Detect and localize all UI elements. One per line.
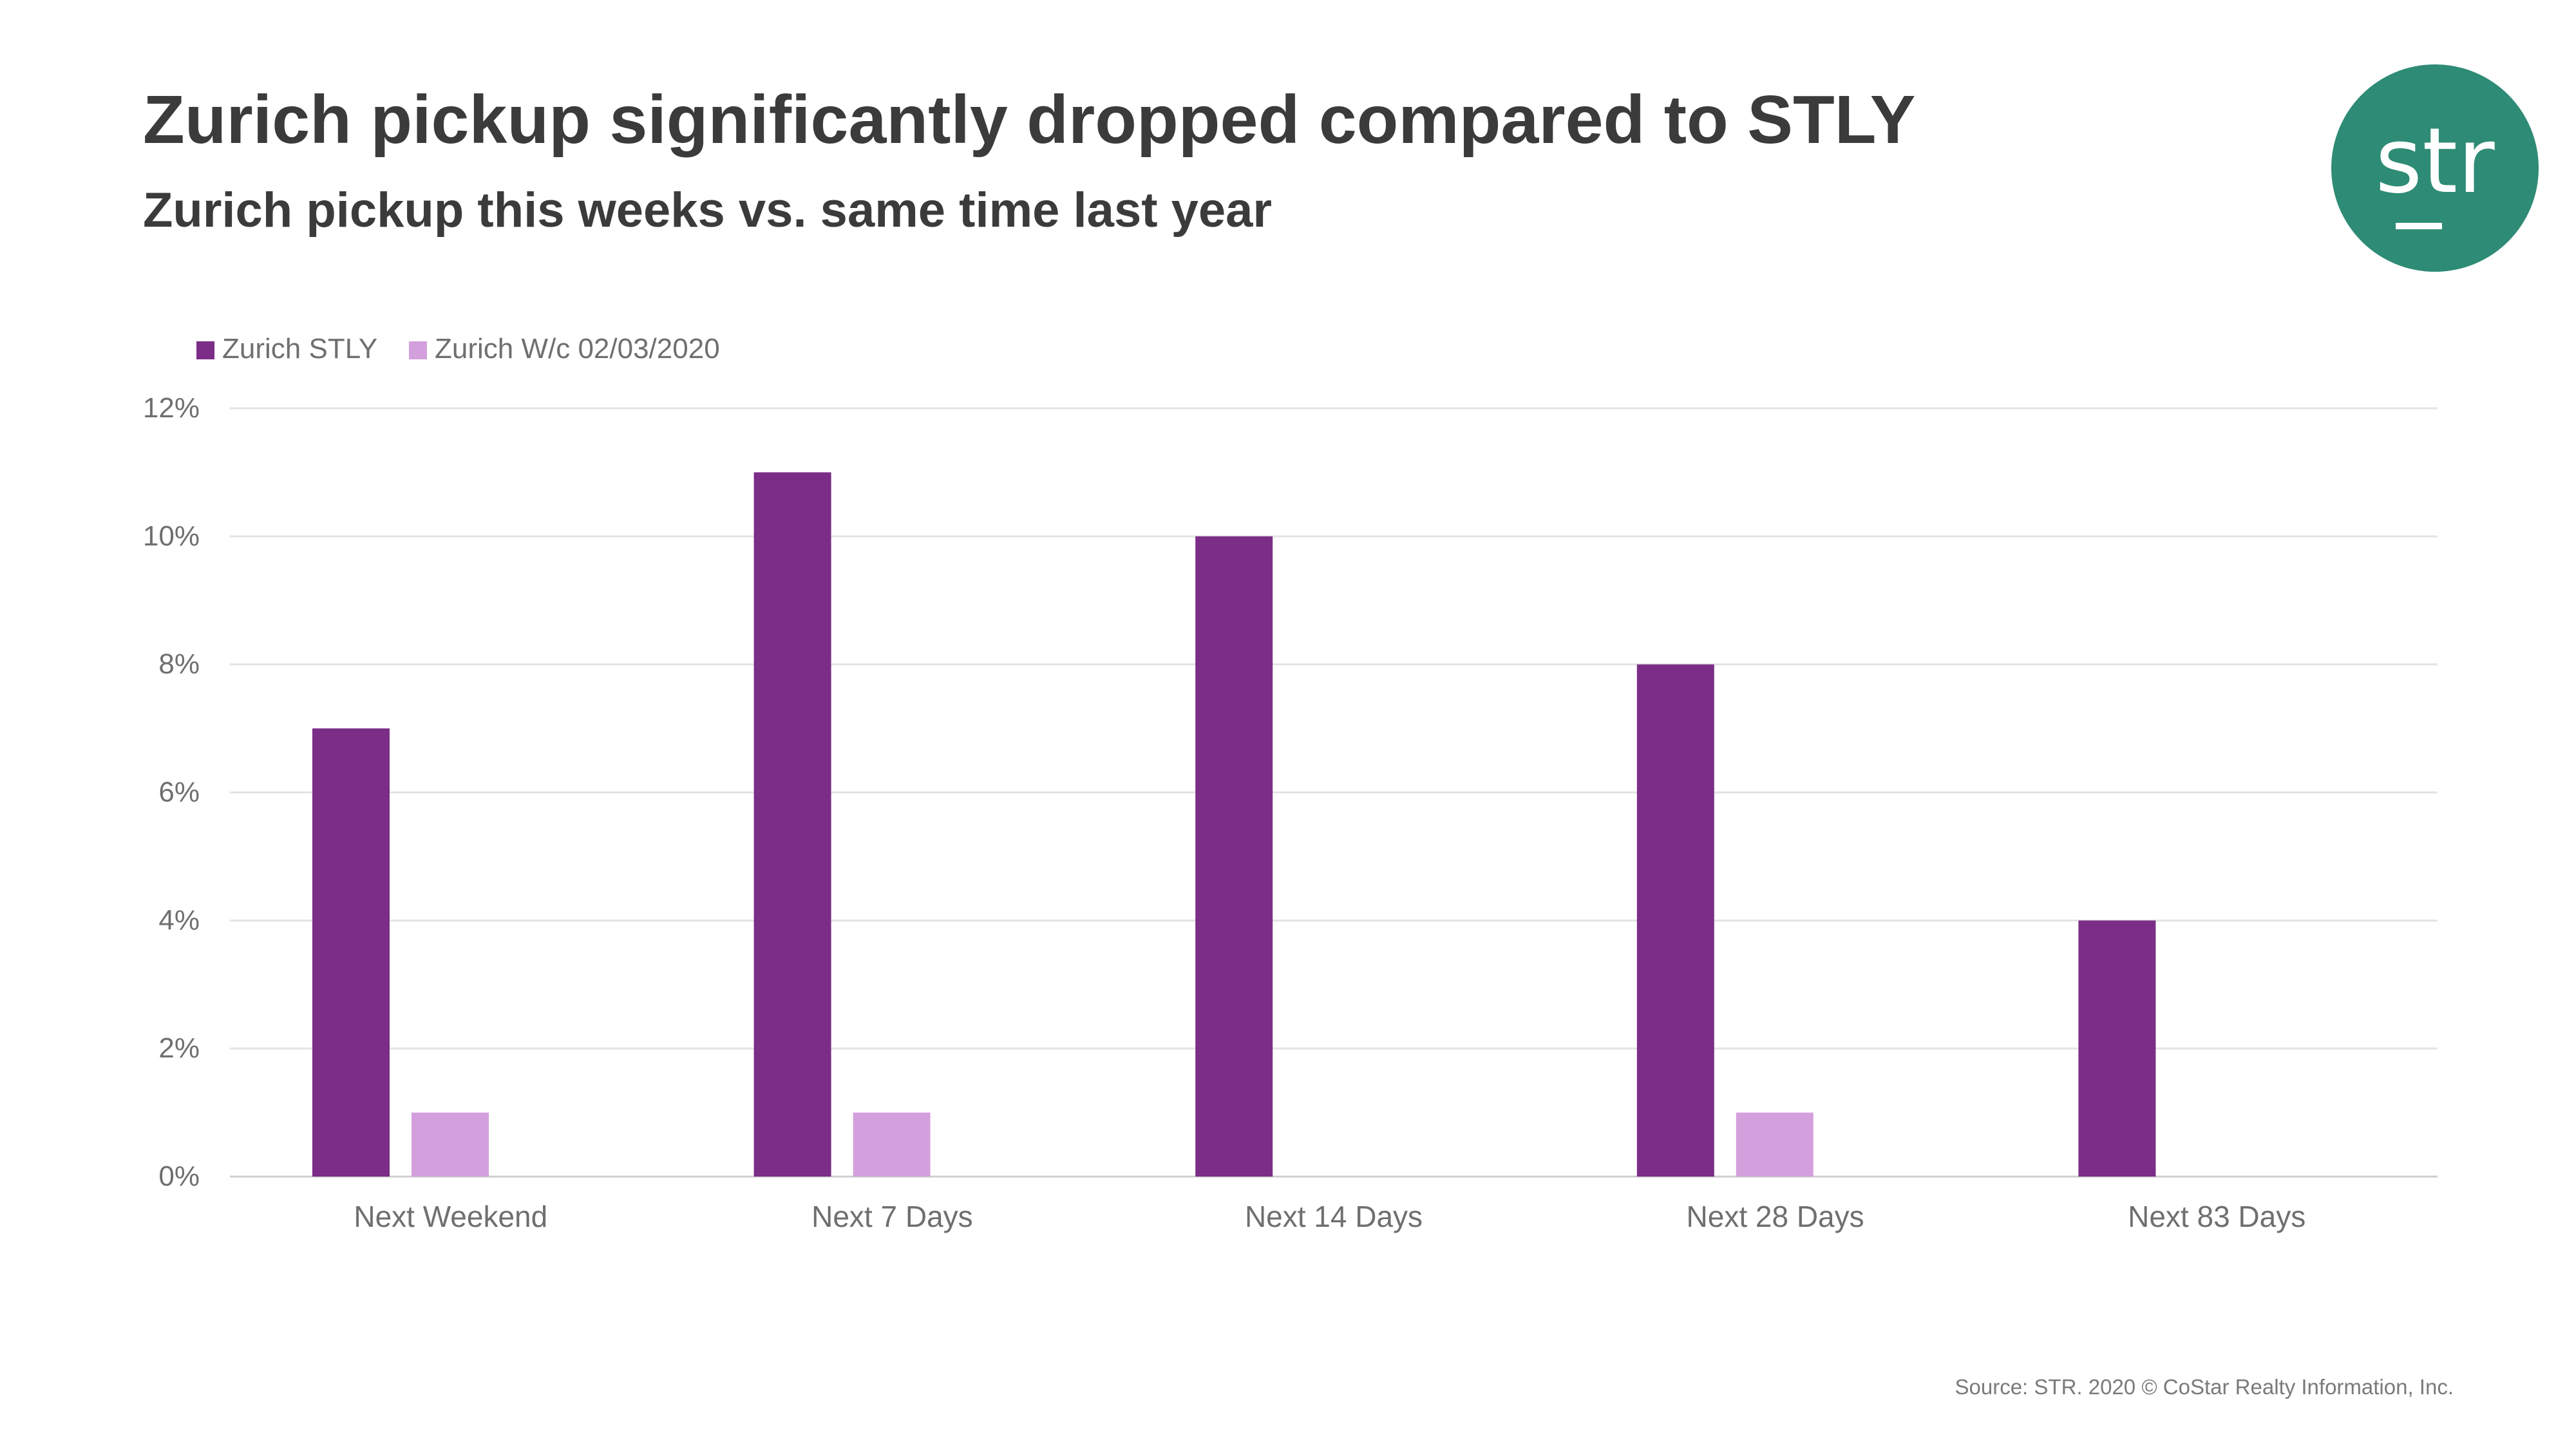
bar-stly-3 bbox=[1636, 664, 1714, 1177]
bar-current-3 bbox=[1736, 1112, 1814, 1177]
x-tick-label: Next 7 Days bbox=[811, 1200, 973, 1233]
legend-label: Zurich STLY bbox=[222, 333, 377, 365]
bar-current-0 bbox=[412, 1112, 489, 1177]
y-tick-label: 4% bbox=[158, 904, 200, 936]
legend-swatch bbox=[196, 341, 214, 359]
page-title: Zurich pickup significantly dropped comp… bbox=[143, 82, 1916, 158]
logo-underline bbox=[2396, 223, 2442, 229]
x-tick-label: Next 83 Days bbox=[2128, 1200, 2306, 1233]
logo-text: str bbox=[2375, 109, 2495, 214]
bar-stly-1 bbox=[753, 472, 831, 1177]
y-tick-label: 10% bbox=[143, 520, 200, 552]
legend-swatch bbox=[409, 341, 427, 359]
y-tick-label: 12% bbox=[143, 392, 200, 424]
legend-label: Zurich W/c 02/03/2020 bbox=[435, 333, 720, 365]
x-tick-label: Next 14 Days bbox=[1245, 1200, 1423, 1233]
page-subtitle: Zurich pickup this weeks vs. same time l… bbox=[143, 183, 1273, 238]
y-tick-label: 6% bbox=[158, 777, 200, 808]
bar-current-1 bbox=[853, 1112, 931, 1177]
x-tick-label: Next Weekend bbox=[354, 1200, 547, 1233]
bar-stly-2 bbox=[1195, 536, 1273, 1177]
y-tick-label: 2% bbox=[158, 1032, 200, 1064]
y-tick-label: 0% bbox=[158, 1160, 200, 1192]
y-tick-label: 8% bbox=[158, 649, 200, 680]
source-note: Source: STR. 2020 © CoStar Realty Inform… bbox=[1955, 1375, 2454, 1399]
x-tick-label: Next 28 Days bbox=[1687, 1200, 1864, 1233]
str-logo: str bbox=[2331, 64, 2539, 272]
bar-stly-0 bbox=[312, 728, 390, 1177]
bar-stly-4 bbox=[2078, 920, 2156, 1177]
